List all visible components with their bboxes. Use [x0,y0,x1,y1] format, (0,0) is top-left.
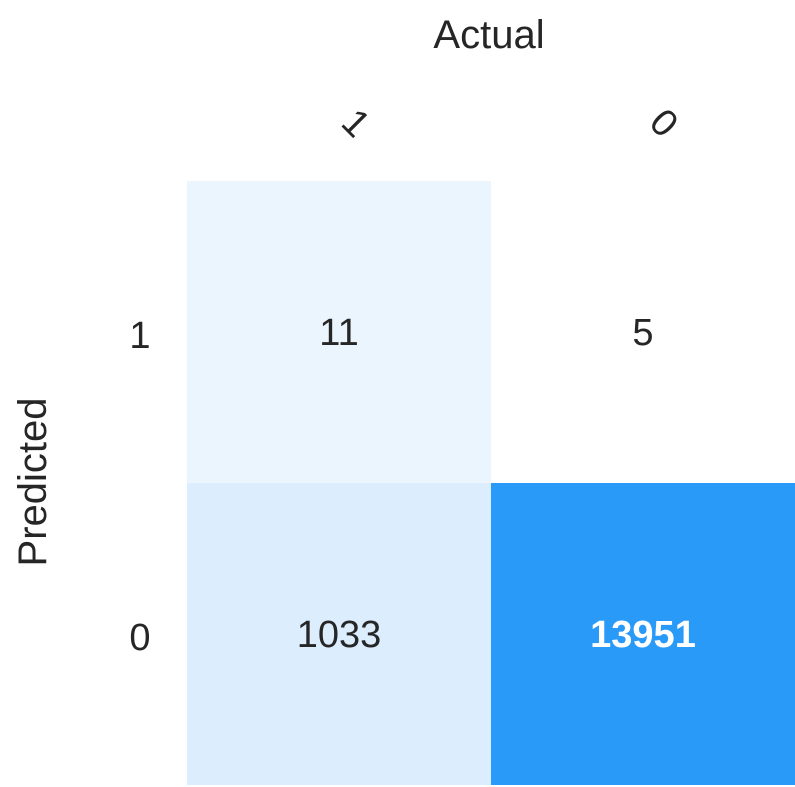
x-tick-label-1: 0 [641,101,686,146]
x-tick-label-0: 1 [333,101,378,146]
heatmap-cell-r0-c1 [491,181,795,483]
y-tick-label-1: 0 [129,617,150,659]
y-axis-title: Predicted [11,398,55,567]
heatmap-value-r0-c0: 11 [319,312,358,354]
heatmap-cell-r1-c0 [187,483,491,785]
x-axis-title: Actual [433,13,544,57]
y-tick-label-0: 1 [129,315,150,357]
heatmap-cell-r1-c1 [491,483,795,785]
heatmap-cell-labels: 11 5 1033 13951 [297,312,696,656]
heatmap-cell-r0-c0 [187,181,491,483]
heatmap-value-r0-c1: 5 [632,312,653,354]
heatmap-value-r1-c1: 13951 [590,614,696,656]
heatmap-cells [187,181,795,785]
heatmap-value-r1-c0: 1033 [297,614,382,656]
